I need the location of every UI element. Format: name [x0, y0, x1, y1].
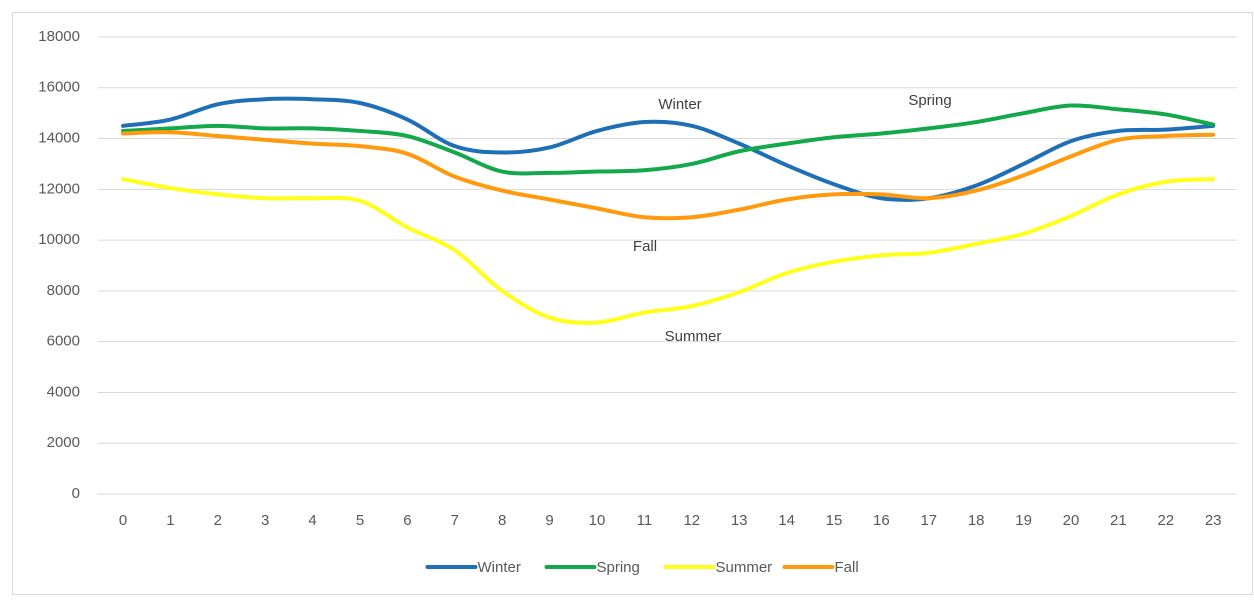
legend-label: Spring [597, 559, 640, 576]
y-tick-label: 8000 [47, 282, 80, 299]
legend-label: Fall [835, 559, 859, 576]
series-line [121, 130, 1216, 221]
y-tick-label: 10000 [38, 231, 80, 248]
annotation: Fall [633, 238, 657, 255]
legend-label: Winter [478, 559, 521, 576]
x-tick-label: 12 [683, 512, 700, 529]
x-tick-label: 6 [403, 512, 411, 529]
y-tick-label: 12000 [38, 180, 80, 197]
x-tick-label: 17 [920, 512, 937, 529]
x-tick-label: 2 [214, 512, 222, 529]
x-tick-label: 16 [873, 512, 890, 529]
y-tick-label: 18000 [38, 28, 80, 45]
annotation: Spring [908, 92, 951, 109]
legend-label: Summer [716, 559, 773, 576]
y-tick-label: 4000 [47, 383, 80, 400]
x-tick-label: 11 [637, 512, 653, 529]
x-tick-label: 9 [545, 512, 553, 529]
x-tick-label: 4 [308, 512, 316, 529]
annotation: Summer [665, 328, 722, 345]
x-tick-label: 1 [166, 512, 174, 529]
x-tick-label: 18 [968, 512, 985, 529]
x-tick-label: 3 [261, 512, 269, 529]
x-tick-label: 22 [1157, 512, 1174, 529]
series-line [121, 103, 1216, 176]
x-tick-label: 19 [1015, 512, 1032, 529]
x-tick-label: 21 [1110, 512, 1127, 529]
series-line [121, 177, 1216, 325]
x-tick-label: 10 [589, 512, 606, 529]
y-tick-label: 6000 [47, 333, 80, 350]
y-tick-label: 16000 [38, 79, 80, 96]
x-tick-label: 8 [498, 512, 506, 529]
x-tick-label: 20 [1063, 512, 1080, 529]
series-line [121, 96, 1216, 202]
x-tick-label: 13 [731, 512, 748, 529]
annotation: Winter [658, 96, 701, 113]
y-tick-label: 14000 [38, 130, 80, 147]
x-tick-label: 15 [826, 512, 843, 529]
x-tick-label: 5 [356, 512, 364, 529]
x-tick-label: 23 [1205, 512, 1222, 529]
y-tick-label: 2000 [47, 434, 80, 451]
x-tick-label: 7 [451, 512, 459, 529]
y-tick-label: 0 [72, 485, 80, 502]
x-tick-label: 14 [778, 512, 795, 529]
x-tick-label: 0 [119, 512, 127, 529]
chart-border [12, 12, 1253, 595]
